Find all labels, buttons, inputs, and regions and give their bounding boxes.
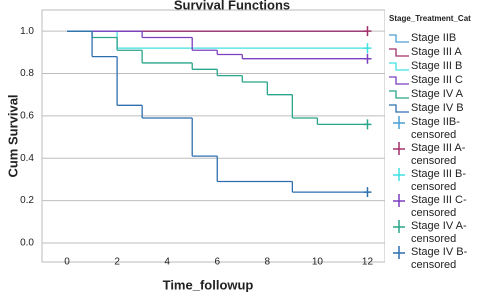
legend-label: Stage III B	[411, 60, 463, 72]
legend-label: Stage III B-censored	[411, 168, 467, 193]
legend-icon	[389, 104, 409, 113]
legend-icon	[389, 76, 409, 85]
y-tick-label: 0.4	[20, 153, 34, 164]
legend-icon	[393, 142, 405, 155]
chart-title: Survival Functions	[174, 0, 290, 12]
legend-icon	[393, 168, 405, 181]
x-tick-label: 0	[64, 257, 70, 268]
legend-plus	[393, 194, 405, 207]
legend-entry: Stage IV B-censored	[387, 246, 500, 271]
legend-icon	[393, 194, 405, 207]
chart: Survival Functions Time_followup Cum Sur…	[5, 0, 385, 292]
legend-entry: Stage III B-censored	[387, 168, 500, 193]
legend-label: Stage IV A	[411, 88, 463, 100]
y-tick-label: 0.0	[20, 238, 34, 249]
legend-label: Stage III C	[411, 74, 463, 86]
legend-label: Stage IIB-censored	[411, 116, 460, 141]
legend-plus	[393, 246, 405, 259]
legend-plus	[393, 220, 405, 233]
legend: Stage_Treatment_Cat Stage IIB Stage III A S…	[387, 14, 500, 272]
legend-label: Stage III C-censored	[411, 194, 467, 219]
x-tick-label: 12	[362, 257, 374, 268]
censor-mark	[363, 43, 372, 54]
x-tick-label: 4	[164, 257, 170, 268]
legend-entry: Stage III C	[387, 74, 500, 87]
legend-label: Stage IV A-censored	[411, 220, 467, 245]
censor-mark	[363, 119, 372, 130]
legend-label: Stage IV B	[411, 102, 464, 114]
plot-frame	[41, 9, 385, 263]
x-tick-label: 6	[214, 257, 220, 268]
legend-plus	[393, 168, 405, 181]
y-tick-label: 0.8	[20, 68, 34, 79]
x-tick-label: 10	[312, 257, 324, 268]
legend-entry: Stage IIB	[387, 32, 500, 45]
y-tick-label: 0.6	[20, 111, 34, 122]
legend-line	[389, 34, 409, 43]
x-tick-label: 2	[114, 257, 120, 268]
legend-line	[389, 62, 409, 71]
legend-icon	[389, 48, 409, 57]
censor-mark	[363, 26, 372, 37]
censor-mark	[363, 53, 372, 64]
y-tick-label: 1.0	[20, 26, 34, 37]
legend-entry: Stage III A	[387, 46, 500, 59]
legend-icon	[389, 90, 409, 99]
legend-line	[389, 48, 409, 57]
legend-icon	[389, 34, 409, 43]
legend-icon	[389, 62, 409, 71]
legend-entry: Stage III A-censored	[387, 142, 500, 167]
legend-entry: Stage IV A-censored	[387, 220, 500, 245]
legend-title: Stage_Treatment_Cat	[389, 14, 471, 23]
legend-icon	[393, 220, 405, 233]
legend-line	[389, 76, 409, 85]
legend-entry: Stage III B	[387, 60, 500, 73]
legend-plus	[393, 116, 405, 129]
y-axis-label: Cum Survival	[5, 94, 20, 177]
legend-label: Stage III A-censored	[411, 142, 466, 167]
legend-icon	[393, 116, 405, 129]
legend-label: Stage IIB	[411, 32, 457, 44]
legend-entry: Stage IV A	[387, 88, 500, 101]
censor-mark	[363, 187, 372, 198]
legend-entry: Stage IIB-censored	[387, 116, 500, 141]
legend-line	[389, 104, 409, 113]
legend-icon	[393, 246, 405, 259]
x-axis-label: Time_followup	[163, 277, 254, 292]
legend-entry: Stage IV B	[387, 102, 500, 115]
legend-label: Stage III A	[411, 46, 462, 58]
legend-label: Stage IV B-censored	[411, 246, 468, 271]
legend-plus	[393, 142, 405, 155]
legend-line	[389, 90, 409, 99]
legend-entry: Stage III C-censored	[387, 194, 500, 219]
x-tick-label: 8	[265, 257, 271, 268]
y-tick-label: 0.2	[20, 195, 34, 206]
